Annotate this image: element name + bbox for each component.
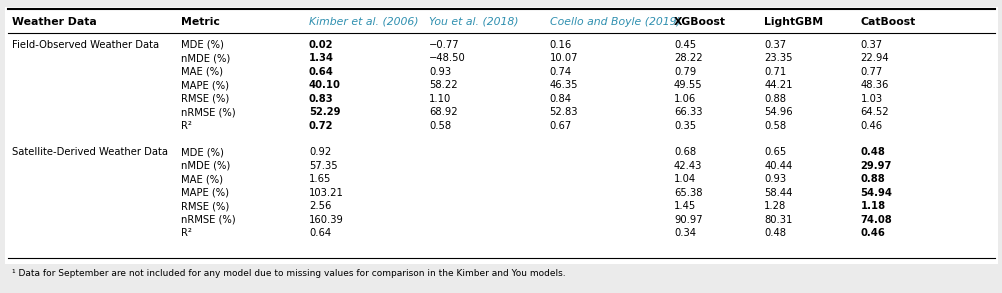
Text: 0.64: 0.64 [309, 67, 334, 77]
Text: RMSE (%): RMSE (%) [180, 94, 228, 104]
Text: ¹ Data for September are not included for any model due to missing values for co: ¹ Data for September are not included fo… [12, 269, 565, 277]
Text: −48.50: −48.50 [429, 53, 466, 63]
Text: 0.64: 0.64 [309, 228, 331, 238]
Text: 40.10: 40.10 [309, 80, 341, 90]
Text: 23.35: 23.35 [764, 53, 792, 63]
Text: 1.10: 1.10 [429, 94, 451, 104]
Text: 0.79: 0.79 [673, 67, 695, 77]
Text: 103.21: 103.21 [309, 188, 344, 198]
Text: 22.94: 22.94 [860, 53, 889, 63]
Text: 0.88: 0.88 [860, 174, 885, 184]
Text: MAPE (%): MAPE (%) [180, 80, 228, 90]
Text: 0.92: 0.92 [309, 147, 331, 158]
Text: 0.37: 0.37 [860, 40, 882, 50]
Text: 0.93: 0.93 [764, 174, 786, 184]
Text: 0.48: 0.48 [860, 147, 885, 158]
Text: 52.83: 52.83 [549, 107, 577, 117]
Text: 0.74: 0.74 [549, 67, 571, 77]
Text: −0.77: −0.77 [429, 40, 460, 50]
Text: 0.68: 0.68 [673, 147, 695, 158]
Text: 68.92: 68.92 [429, 107, 458, 117]
Text: Weather Data: Weather Data [12, 17, 96, 27]
Text: Field-Observed Weather Data: Field-Observed Weather Data [12, 40, 159, 50]
Text: 46.35: 46.35 [549, 80, 577, 90]
Text: 52.29: 52.29 [309, 107, 340, 117]
Text: 58.44: 58.44 [764, 188, 792, 198]
Text: Satellite-Derived Weather Data: Satellite-Derived Weather Data [12, 147, 168, 158]
Text: 1.03: 1.03 [860, 94, 882, 104]
Text: 10.07: 10.07 [549, 53, 577, 63]
Text: MAE (%): MAE (%) [180, 174, 222, 184]
Text: 40.44: 40.44 [764, 161, 792, 171]
Text: 42.43: 42.43 [673, 161, 701, 171]
Text: 0.02: 0.02 [309, 40, 333, 50]
Text: Metric: Metric [180, 17, 219, 27]
Text: 0.93: 0.93 [429, 67, 451, 77]
Text: nRMSE (%): nRMSE (%) [180, 215, 234, 225]
Text: 0.48: 0.48 [764, 228, 786, 238]
Text: 58.22: 58.22 [429, 80, 458, 90]
Text: 1.28: 1.28 [764, 201, 786, 211]
Text: You et al. (2018): You et al. (2018) [429, 17, 518, 27]
Text: MDE (%): MDE (%) [180, 147, 223, 158]
Text: 66.33: 66.33 [673, 107, 701, 117]
Text: 0.46: 0.46 [860, 121, 882, 131]
Text: 0.46: 0.46 [860, 228, 885, 238]
Text: 0.58: 0.58 [764, 121, 786, 131]
Text: 0.34: 0.34 [673, 228, 695, 238]
Text: 0.77: 0.77 [860, 67, 882, 77]
Text: 44.21: 44.21 [764, 80, 792, 90]
Text: 74.08: 74.08 [860, 215, 892, 225]
Text: 64.52: 64.52 [860, 107, 889, 117]
FancyBboxPatch shape [5, 7, 997, 264]
Text: 0.84: 0.84 [549, 94, 571, 104]
Text: nMDE (%): nMDE (%) [180, 53, 229, 63]
Text: 1.04: 1.04 [673, 174, 695, 184]
Text: 0.71: 0.71 [764, 67, 786, 77]
Text: 54.94: 54.94 [860, 188, 892, 198]
Text: 48.36: 48.36 [860, 80, 888, 90]
Text: 1.18: 1.18 [860, 201, 885, 211]
Text: 0.16: 0.16 [549, 40, 571, 50]
Text: 80.31: 80.31 [764, 215, 792, 225]
Text: 0.45: 0.45 [673, 40, 695, 50]
Text: nRMSE (%): nRMSE (%) [180, 107, 234, 117]
Text: 57.35: 57.35 [309, 161, 338, 171]
Text: 0.72: 0.72 [309, 121, 333, 131]
Text: 90.97: 90.97 [673, 215, 702, 225]
Text: 28.22: 28.22 [673, 53, 702, 63]
Text: 0.88: 0.88 [764, 94, 786, 104]
Text: MDE (%): MDE (%) [180, 40, 223, 50]
Text: XGBoost: XGBoost [673, 17, 725, 27]
Text: 29.97: 29.97 [860, 161, 891, 171]
Text: 65.38: 65.38 [673, 188, 701, 198]
Text: 1.65: 1.65 [309, 174, 331, 184]
Text: 0.58: 0.58 [429, 121, 451, 131]
Text: LightGBM: LightGBM [764, 17, 823, 27]
Text: 160.39: 160.39 [309, 215, 344, 225]
Text: 0.65: 0.65 [764, 147, 786, 158]
Text: 1.45: 1.45 [673, 201, 695, 211]
Text: R²: R² [180, 121, 191, 131]
Text: R²: R² [180, 228, 191, 238]
Text: 49.55: 49.55 [673, 80, 702, 90]
Text: 0.67: 0.67 [549, 121, 571, 131]
Text: 54.96: 54.96 [764, 107, 793, 117]
Text: 0.37: 0.37 [764, 40, 786, 50]
Text: 2.56: 2.56 [309, 201, 331, 211]
Text: Coello and Boyle (2019): Coello and Boyle (2019) [549, 17, 679, 27]
Text: CatBoost: CatBoost [860, 17, 915, 27]
Text: Kimber et al. (2006): Kimber et al. (2006) [309, 17, 418, 27]
Text: 1.06: 1.06 [673, 94, 695, 104]
Text: MAPE (%): MAPE (%) [180, 188, 228, 198]
Text: nMDE (%): nMDE (%) [180, 161, 229, 171]
Text: RMSE (%): RMSE (%) [180, 201, 228, 211]
Text: 0.35: 0.35 [673, 121, 695, 131]
Text: MAE (%): MAE (%) [180, 67, 222, 77]
Text: 0.83: 0.83 [309, 94, 334, 104]
Text: 1.34: 1.34 [309, 53, 334, 63]
